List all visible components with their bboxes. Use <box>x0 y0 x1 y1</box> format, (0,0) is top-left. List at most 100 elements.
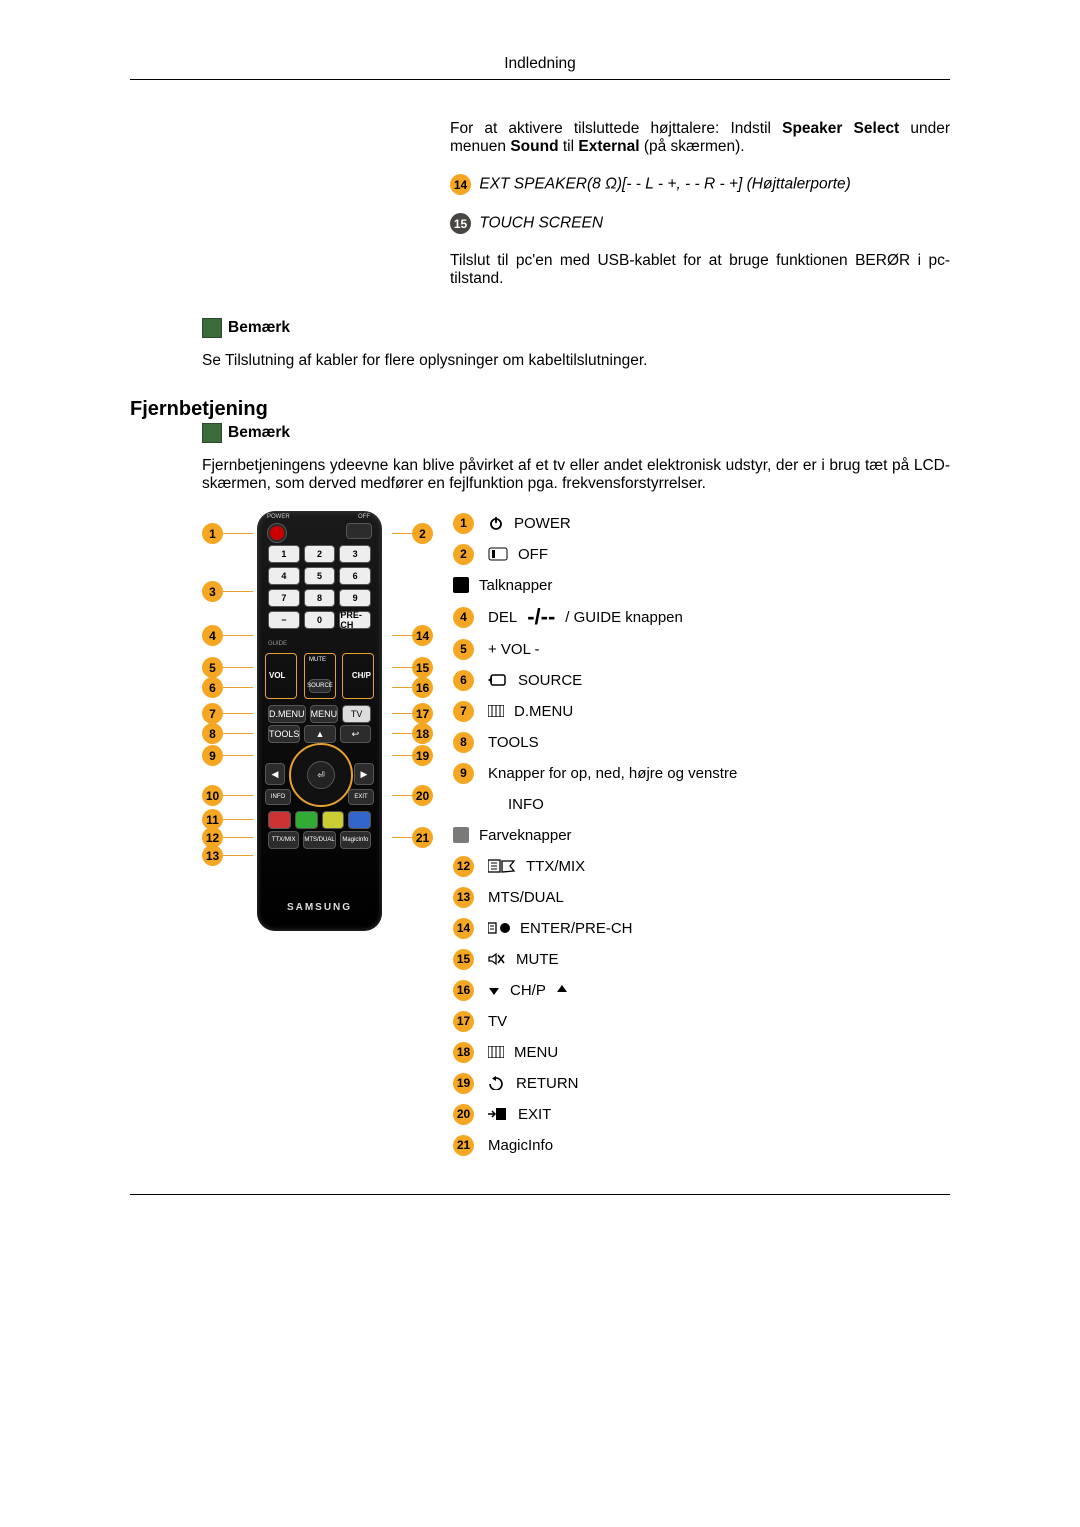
legend-icon <box>488 859 516 873</box>
remote-callout-right: 19 <box>412 745 433 766</box>
note-heading-1-text: Bemærk <box>228 319 290 336</box>
legend-row: 15MUTE <box>453 947 737 971</box>
para1-prefix: For at aktivere tilsluttede højttalere: … <box>450 120 782 137</box>
remote-callout-right: 15 <box>412 657 433 678</box>
para1-bold1: Speaker Select <box>782 120 899 137</box>
remote-menu-row: D.MENU MENU TV <box>268 705 371 723</box>
remote-bottom-row: TTX/MIX MTS/DUAL MagicInfo <box>268 831 371 849</box>
remote-legend: 1POWER2OFFTalknapper4DEL -/-- / GUIDE kn… <box>453 511 737 1164</box>
remote-power-button <box>267 523 287 543</box>
legend-badge: 13 <box>453 887 474 908</box>
remote-callout-left: 4 <box>202 625 223 646</box>
legend-icon <box>488 515 504 531</box>
legend-badge: 6 <box>453 670 474 691</box>
legend-row: 5 + VOL - <box>453 637 737 661</box>
legend-label: EXIT <box>518 1106 551 1123</box>
legend-row: 19RETURN <box>453 1071 737 1095</box>
remote-key: 9 <box>339 589 371 607</box>
legend-badge: 14 <box>453 918 474 939</box>
legend-row: INFO <box>453 792 737 816</box>
legend-icon <box>556 984 568 996</box>
legend-row: 17TV <box>453 1009 737 1033</box>
remote-callout-right: 2 <box>412 523 433 544</box>
legend-badge: 2 <box>453 544 474 565</box>
legend-badge: 21 <box>453 1135 474 1156</box>
remote-power-label: POWER <box>267 514 290 520</box>
legend-label: + VOL - <box>488 641 540 658</box>
legend-badge: 7 <box>453 701 474 722</box>
legend-row: 12TTX/MIX <box>453 854 737 878</box>
legend-row: 18MENU <box>453 1040 737 1064</box>
remote-callout-left: 6 <box>202 677 223 698</box>
legend-text: / GUIDE knappen <box>565 609 683 626</box>
remote-callout-right: 21 <box>412 827 433 848</box>
legend-icon <box>488 547 508 561</box>
legend-badge: 9 <box>453 763 474 784</box>
remote-brand: SAMSUNG <box>257 902 382 913</box>
remote-callout-left: 10 <box>202 785 223 806</box>
legend-row: 20 EXIT <box>453 1102 737 1126</box>
remote-callout-left: 3 <box>202 581 223 602</box>
legend-badge: 16 <box>453 980 474 1001</box>
legend-badge: 18 <box>453 1042 474 1063</box>
legend-icon <box>488 674 508 686</box>
legend-label: INFO <box>508 796 544 813</box>
legend-row: 9 Knapper for op, ned, højre og venstre <box>453 761 737 785</box>
legend-icon <box>488 705 504 717</box>
remote-section-title: Fjernbetjening <box>130 398 950 421</box>
legend-label: MagicInfo <box>488 1137 553 1154</box>
legend-label: OFF <box>518 546 548 563</box>
legend-row: 4DEL -/-- / GUIDE knappen <box>453 604 737 630</box>
legend-row: 2 OFF <box>453 542 737 566</box>
legend-row: 13MTS/DUAL <box>453 885 737 909</box>
remote-callout-right: 16 <box>412 677 433 698</box>
legend-row: 7 D.MENU <box>453 699 737 723</box>
callout-14-badge: 14 <box>450 174 471 195</box>
legend-badge: 20 <box>453 1104 474 1125</box>
legend-badge: 5 <box>453 639 474 660</box>
remote-tools-row: TOOLS ▲ ↩ <box>268 725 371 743</box>
remote-guide-label: GUIDE <box>268 641 287 647</box>
remote-callout-left: 8 <box>202 723 223 744</box>
legend-label: TV <box>488 1013 507 1030</box>
legend-label: RETURN <box>516 1075 579 1092</box>
remote-body: POWER OFF 123456789−0PRE-CH GUIDE VOL CH… <box>257 511 382 931</box>
remote-callout-right: 17 <box>412 703 433 724</box>
legend-badge: 4 <box>453 607 474 628</box>
remote-colour-row <box>268 811 371 829</box>
legend-row: Farveknapper <box>453 823 737 847</box>
note-icon <box>202 423 222 443</box>
legend-label: POWER <box>514 515 571 532</box>
legend-icon <box>488 984 500 996</box>
usb-paragraph: Tilslut til pc'en med USB-kablet for at … <box>450 252 950 288</box>
legend-icon <box>488 1107 508 1121</box>
legend-row: 21 MagicInfo <box>453 1133 737 1157</box>
para1-bold3: External <box>578 138 639 155</box>
remote-key: 2 <box>304 545 336 563</box>
legend-label: TOOLS <box>488 734 539 751</box>
legend-label: D.MENU <box>514 703 573 720</box>
callout-15-text: TOUCH SCREEN <box>479 215 603 232</box>
note-2-body: Fjernbetjeningens ydeevne kan blive påvi… <box>202 457 950 493</box>
speaker-paragraph: For at aktivere tilsluttede højttalere: … <box>450 120 950 156</box>
legend-swatch-icon <box>453 577 469 593</box>
callout-15-badge: 15 <box>450 213 471 234</box>
remote-off-label: OFF <box>358 514 370 520</box>
note-heading-2: Bemærk <box>202 423 950 443</box>
footer-rule <box>130 1194 950 1195</box>
note-icon <box>202 318 222 338</box>
legend-label: Knapper for op, ned, højre og venstre <box>488 765 737 782</box>
right-column-block: For at aktivere tilsluttede højttalere: … <box>450 120 950 288</box>
legend-label: MUTE <box>516 951 559 968</box>
remote-key: 6 <box>339 567 371 585</box>
note-heading-2-text: Bemærk <box>228 424 290 441</box>
legend-text: DEL <box>488 609 517 626</box>
remote-callout-left: 13 <box>202 845 223 866</box>
remote-number-grid: 123456789−0PRE-CH <box>268 545 371 629</box>
legend-row: 16CH/P <box>453 978 737 1002</box>
remote-key: 4 <box>268 567 300 585</box>
remote-key: 5 <box>304 567 336 585</box>
remote-nav-ring: ⏎ <box>289 743 353 807</box>
legend-swatch-icon <box>453 827 469 843</box>
legend-label: Talknapper <box>479 577 552 594</box>
